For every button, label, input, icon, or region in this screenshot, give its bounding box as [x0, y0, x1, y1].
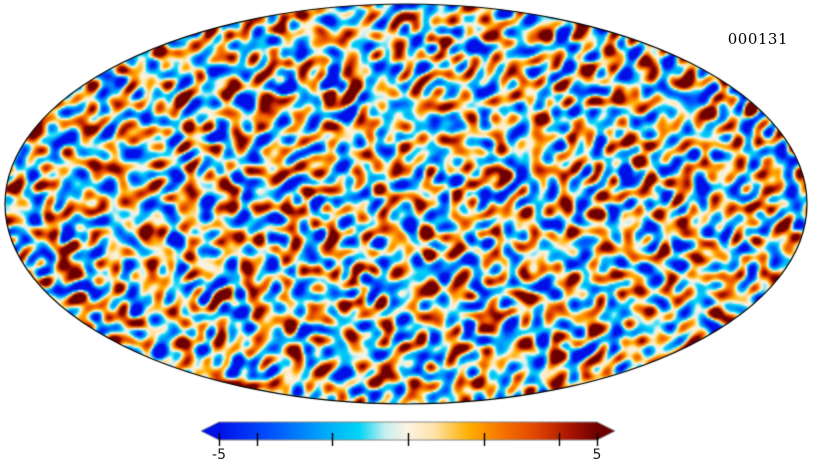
frame-number-label: 000131	[727, 30, 788, 48]
colorbar-tick-label-min: -5	[212, 447, 226, 463]
colorbar-tick-label-max: 5	[592, 447, 602, 463]
